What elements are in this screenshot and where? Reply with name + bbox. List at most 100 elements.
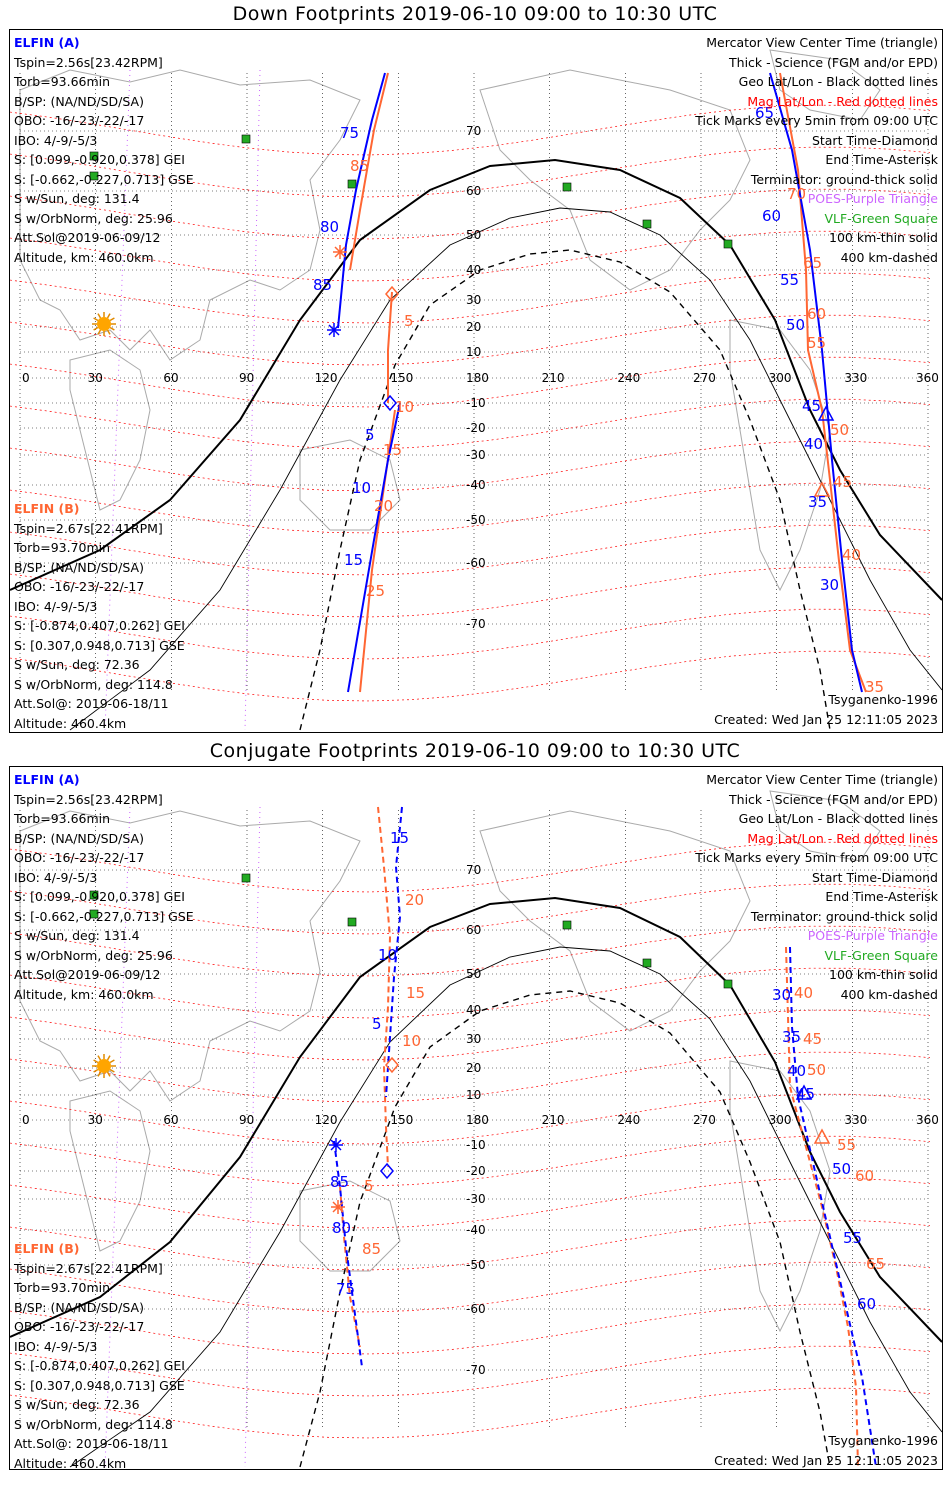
vlf-square: [723, 239, 733, 249]
model-name: Tsyganenko-1996: [828, 692, 938, 707]
sun-ray: [106, 1055, 111, 1061]
elfin-a-track: [337, 72, 386, 329]
map-legend: Mercator View Center Time (triangle) Thic…: [695, 33, 938, 267]
lon-tick-label: 300: [769, 1113, 792, 1127]
asterisk-stroke: [328, 324, 340, 336]
down-footprints-map: 0 30 60 90 120 150 180 210 240 270 300 330 360706050…: [10, 49, 942, 731]
coastline: [299, 1180, 401, 1272]
end-asterisk: [333, 245, 347, 259]
mag-parallel: [10, 104, 931, 156]
legend-entry: End Time-Asterisk: [825, 889, 938, 904]
lon-tick-label: 270: [693, 371, 716, 385]
elfin-b-info: ELFIN (B) Tspin=2.67s[22.41RPM] Torb=93.7…: [14, 1239, 185, 1470]
elfin-b-time-label: 25: [366, 582, 385, 600]
lon-tick-label: 0: [22, 1113, 30, 1127]
elfin-a-time-label: 40: [804, 435, 823, 453]
asterisk-stroke: [330, 1139, 342, 1151]
sun-ray: [97, 329, 102, 335]
legend-entry: Geo Lat/Lon - Black dotted lines: [738, 74, 938, 89]
elfin-a-param-line: IBO: 4/-9/-5/3: [14, 869, 98, 885]
elfin-b-param-line: S: [-0.874,0.407,0.262] GEI: [14, 1358, 185, 1373]
vlf-square: [241, 873, 251, 883]
lat-tick-label: -70: [466, 1363, 486, 1377]
mag-parallel: [10, 1177, 931, 1229]
elfin-a-info: ELFIN (A) Tspin=2.56s[23.42RPM] Torb=93.6…: [14, 33, 194, 267]
coastline: [729, 1060, 831, 1333]
mag-parallel: [10, 1345, 931, 1397]
end-asterisk: [329, 1138, 343, 1152]
lon-tick-label: 270: [693, 1113, 716, 1127]
lat-tick-label: 40: [466, 263, 481, 277]
elfin-a-time-label: 40: [787, 1062, 806, 1080]
legend-entry: 100 km-thin solid: [829, 967, 938, 982]
sun-icon: [92, 312, 116, 336]
lat-tick-label: -30: [466, 1192, 486, 1206]
start-diamond: [385, 1056, 399, 1074]
mag-parallel: [10, 1051, 931, 1103]
view-center-triangle: [813, 1128, 831, 1144]
down-footprints-panel: 0 30 60 90 120 150 180 210 240 270 300 330 360 70 60 50…: [9, 29, 943, 733]
lat-tick-label: -60: [466, 1302, 486, 1316]
legend-entry: Tick Marks every 5min from 09:00 UTC: [695, 113, 938, 128]
elfin-a-track: [333, 1140, 363, 1368]
poes-track: [104, 806, 131, 1468]
elfin-b-time-label: 45: [833, 473, 852, 491]
lon-tick-label: 120: [315, 1113, 338, 1127]
terminator-400km: [299, 249, 831, 731]
mag-parallel: [10, 1093, 931, 1145]
lon-tick-label: 60: [163, 371, 178, 385]
coastline: [299, 439, 401, 531]
start-diamond: [383, 394, 397, 412]
legend-entry: Terminator: ground-thick solid: [750, 171, 938, 187]
mag-parallel: [10, 1261, 931, 1313]
lat-tick-label: 20: [466, 320, 481, 334]
legend-entry: Mag Lat/Lon - Red dotted lines: [747, 830, 938, 846]
elfin-a-time-label: 15: [390, 829, 409, 847]
elfin-b-track: [785, 946, 859, 1468]
coastlines: [19, 790, 881, 1333]
elfin-a-param-line: Altitude, km: 460.0km: [14, 986, 154, 1002]
elfin-b-track: [387, 291, 393, 403]
terminator-100km: [69, 207, 942, 731]
coastline: [19, 69, 361, 361]
poes-track: [104, 69, 131, 731]
elfin-b-param-line: Tspin=2.67s[22.41RPM]: [14, 1260, 163, 1276]
elfin-b-param-line: OBO: -16/-23/-22/-17: [14, 1319, 145, 1334]
sun-ray: [93, 326, 99, 331]
elfin-a-time-label: 80: [332, 1219, 351, 1237]
legend-entry: Mercator View Center Time (triangle): [706, 772, 938, 787]
asterisk-stroke: [334, 246, 346, 258]
coastline: [69, 1090, 151, 1252]
mag-parallel: [10, 356, 931, 408]
lon-tick-label: 210: [542, 1113, 565, 1127]
vlf-square: [89, 151, 99, 161]
elfin-a-time-label: 75: [340, 124, 359, 142]
elfin-b-param-line: Altitude: 460.4km: [14, 1455, 127, 1470]
lon-tick-label: 240: [617, 371, 640, 385]
elfin-b-name: ELFIN (B): [14, 1241, 80, 1256]
legend-entry: Geo Lat/Lon - Black dotted lines: [738, 811, 938, 826]
elfin-a-name: ELFIN (A): [14, 772, 80, 787]
mag-parallel: [10, 440, 931, 492]
elfin-a-time-label: 35: [782, 1028, 801, 1046]
elfin-b-time-label: 70: [787, 185, 806, 203]
elfin-b-time-label: 40: [842, 546, 861, 564]
lat-tick-label: -50: [466, 1258, 486, 1272]
mag-parallel: [10, 1009, 931, 1061]
elfin-b-param-line: B/SP: (NA/ND/SD/SA): [14, 559, 144, 575]
elfin-b-time-label: 20: [374, 497, 393, 515]
elfin-b-time-label: 15: [383, 441, 402, 459]
elfin-a-param-line: Tspin=2.56s[23.42RPM]: [14, 791, 163, 807]
panel-title-down: Down Footprints 2019-06-10 09:00 to 10:3…: [232, 3, 718, 25]
vlf-square: [89, 909, 99, 919]
elfin-a-time-label: 75: [336, 1280, 355, 1298]
lon-tick-label: 210: [542, 371, 565, 385]
lat-tick-label: -20: [466, 421, 486, 435]
mag-parallel: [10, 650, 931, 702]
sun-ray: [106, 1071, 111, 1077]
elfin-b-time-label: 85: [362, 1240, 381, 1258]
coastline: [69, 349, 151, 511]
legend-entry: Thick - Science (FGM and/or EPD): [729, 54, 938, 70]
elfin-b-parameters: Tspin=2.67s[22.41RPM] Torb=93.70min B/SP: …: [14, 1259, 185, 1470]
elfin-b-time-label: 60: [807, 305, 826, 323]
